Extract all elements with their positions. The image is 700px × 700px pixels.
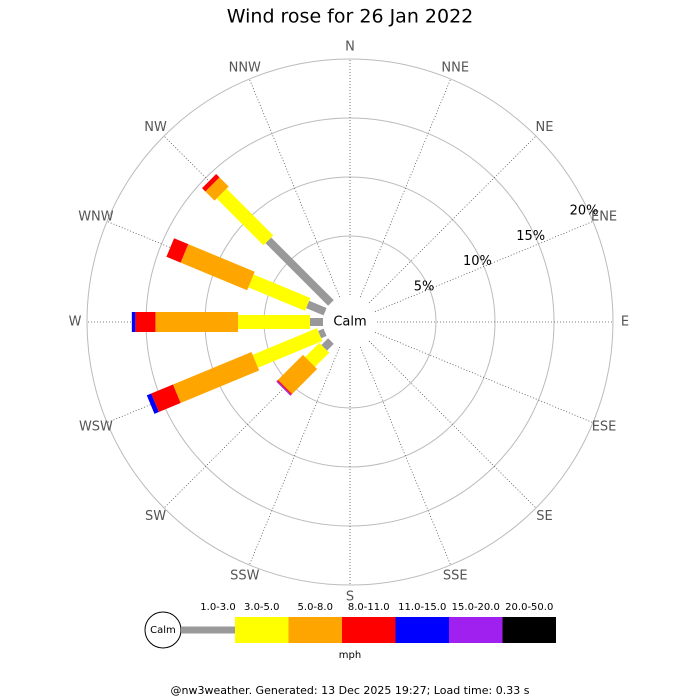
bar-segment bbox=[202, 174, 220, 192]
direction-label: N bbox=[345, 40, 355, 55]
legend-calm-label: Calm bbox=[150, 625, 176, 636]
direction-label: SW bbox=[145, 509, 166, 524]
bar-segment bbox=[205, 177, 229, 201]
legend-swatch bbox=[235, 617, 289, 643]
calm-circle bbox=[324, 296, 376, 348]
bar-segment bbox=[166, 238, 189, 263]
legend-swatch bbox=[449, 617, 503, 643]
legend-label: 11.0-15.0 bbox=[398, 602, 446, 613]
spoke bbox=[374, 220, 594, 313]
bar-segment bbox=[276, 380, 292, 396]
r-tick-label: 10% bbox=[463, 254, 492, 269]
direction-label: W bbox=[69, 315, 82, 330]
direction-label: E bbox=[621, 315, 629, 330]
bar-segment bbox=[277, 354, 318, 395]
bar-segment bbox=[180, 244, 255, 291]
direction-label: NNW bbox=[229, 60, 261, 75]
legend-label: 20.0-50.0 bbox=[505, 602, 553, 613]
direction-label: NE bbox=[535, 120, 553, 135]
legend-swatch bbox=[395, 617, 449, 643]
bar-segment bbox=[131, 312, 136, 332]
bar-segment bbox=[216, 188, 274, 246]
footer: @nw3weather. Generated: 13 Dec 2025 19:2… bbox=[171, 684, 530, 697]
bar-segment bbox=[151, 384, 181, 413]
legend-swatch bbox=[181, 626, 235, 634]
legend-label: 3.0-5.0 bbox=[244, 602, 279, 613]
r-tick-label: 20% bbox=[570, 204, 599, 219]
legend-label: 1.0-3.0 bbox=[200, 602, 235, 613]
bar-segment bbox=[172, 351, 260, 403]
direction-label: ESE bbox=[592, 420, 617, 435]
legend-label: 8.0-11.0 bbox=[348, 602, 390, 613]
legend-swatch bbox=[288, 617, 342, 643]
bar-segment bbox=[135, 312, 156, 332]
spoke bbox=[248, 346, 341, 566]
calm-label: Calm bbox=[333, 315, 366, 330]
legend-swatch bbox=[342, 617, 396, 643]
direction-label: NNE bbox=[441, 60, 469, 75]
chart-title: Wind rose for 26 Jan 2022 bbox=[227, 6, 474, 28]
bar-segment bbox=[277, 379, 293, 395]
spoke bbox=[248, 78, 341, 298]
spoke bbox=[368, 135, 537, 304]
bar-segment bbox=[252, 328, 323, 368]
direction-label: WNW bbox=[78, 209, 114, 224]
legend-swatch bbox=[502, 617, 556, 643]
grid-ring bbox=[86, 58, 614, 586]
r-tick-label: 15% bbox=[516, 229, 545, 244]
direction-label: NW bbox=[144, 120, 167, 135]
direction-label: WSW bbox=[79, 420, 113, 435]
bar-segment bbox=[238, 315, 311, 329]
direction-label: ENE bbox=[591, 209, 617, 224]
bar-segment bbox=[305, 342, 330, 367]
spoke bbox=[368, 340, 537, 509]
bar-segment bbox=[321, 338, 334, 351]
spoke bbox=[359, 78, 452, 298]
bar-segment bbox=[310, 318, 323, 326]
bar-segment bbox=[146, 393, 159, 414]
legend-unit: mph bbox=[339, 650, 361, 661]
direction-label: SSW bbox=[230, 569, 260, 584]
direction-label: SSE bbox=[443, 569, 468, 584]
legend-label: 15.0-20.0 bbox=[452, 602, 500, 613]
bar-segment bbox=[318, 328, 327, 339]
r-tick-label: 5% bbox=[414, 279, 435, 294]
direction-label: S bbox=[346, 590, 354, 605]
bar-segment bbox=[306, 300, 327, 316]
bar-segment bbox=[155, 312, 239, 332]
direction-label: SE bbox=[536, 509, 552, 524]
spoke bbox=[359, 346, 452, 566]
bar-segment bbox=[248, 274, 311, 311]
legend-label: 5.0-8.0 bbox=[298, 602, 333, 613]
spoke bbox=[374, 331, 594, 424]
bar-segment bbox=[265, 237, 334, 306]
